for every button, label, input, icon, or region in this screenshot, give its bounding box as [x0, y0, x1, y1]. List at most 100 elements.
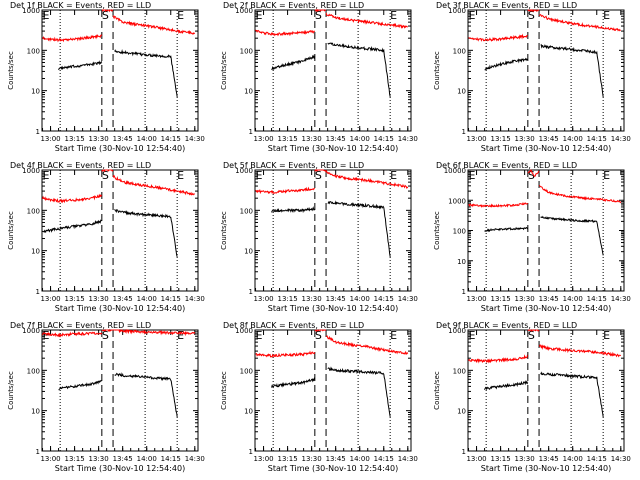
chart-title: Det 9f BLACK = Events, RED = LLD [436, 321, 577, 330]
event-marker-label: E [469, 329, 476, 342]
lld-series-line [255, 29, 316, 37]
x-tick-label: 13:15 [64, 135, 84, 143]
events-series-line [271, 54, 316, 71]
lld-series-line [468, 201, 529, 208]
x-tick-label: 14:15 [587, 135, 607, 143]
event-marker-label: E [177, 329, 184, 342]
x-tick-label: 13:00 [466, 455, 486, 463]
plot-frame [254, 169, 412, 292]
events-series-line [114, 49, 178, 97]
x-tick-label: 13:00 [40, 455, 60, 463]
chart-panel-4: Det 4f BLACK = Events, RED = LLD 1 10 100 10… [7, 161, 205, 313]
chart-title: Det 3f BLACK = Events, RED = LLD [436, 1, 577, 10]
y-tick-label: 100 [27, 47, 40, 55]
y-tick-label: 1000 [448, 7, 466, 15]
chart-title: Det 2f BLACK = Events, RED = LLD [223, 1, 364, 10]
y-tick-label: 1 [249, 448, 253, 456]
chart-title: Det 8f BLACK = Events, RED = LLD [223, 321, 364, 330]
y-tick-label: 1000 [235, 167, 253, 175]
x-tick-label: 14:00 [563, 135, 583, 143]
x-tick-label: 13:30 [515, 295, 535, 303]
y-tick-label: 10 [457, 408, 466, 416]
y-tick-label: 100 [27, 367, 40, 375]
event-marker-label: S [315, 329, 322, 342]
chart-panel-3: Det 3f BLACK = Events, RED = LLD 1 10 100 10… [433, 1, 631, 153]
events-series-line [540, 371, 604, 417]
y-tick-label: 1 [249, 288, 253, 296]
y-tick-label: 10 [457, 258, 466, 266]
y-tick-label: 100 [240, 47, 253, 55]
events-series-line [114, 209, 178, 258]
chart-title: Det 4f BLACK = Events, RED = LLD [10, 161, 151, 170]
x-tick-label: 13:45 [113, 135, 133, 143]
x-tick-label: 14:30 [611, 135, 631, 143]
x-tick-label: 14:15 [374, 295, 394, 303]
x-tick-label: 13:00 [466, 295, 486, 303]
event-marker-label: E [177, 169, 184, 182]
event-marker-label: E [603, 169, 610, 182]
y-tick-label: 1 [36, 448, 40, 456]
event-marker-label: E [390, 329, 397, 342]
chart-panel-6: Det 6f BLACK = Events, RED = LLD 1 10 100 10… [433, 161, 631, 313]
x-axis-label: Start Time (30-Nov-10 12:54:40) [268, 304, 398, 313]
x-axis-label: Start Time (30-Nov-10 12:54:40) [55, 304, 185, 313]
y-tick-label: 1 [249, 128, 253, 136]
x-tick-label: 14:00 [350, 455, 370, 463]
y-tick-label: 100 [453, 47, 466, 55]
lld-series-line [468, 33, 528, 42]
y-tick-label: 1 [462, 128, 466, 136]
y-tick-label: 10 [31, 408, 40, 416]
x-tick-label: 13:45 [326, 295, 346, 303]
x-tick-label: 13:30 [515, 455, 535, 463]
x-tick-label: 14:00 [350, 295, 370, 303]
lld-series-line [42, 331, 103, 338]
events-series-line [58, 380, 102, 391]
y-axis-label: Counts/sec [220, 211, 228, 250]
y-tick-label: 1000 [235, 7, 253, 15]
x-tick-label: 13:00 [253, 295, 273, 303]
lld-series-line [255, 186, 316, 195]
event-marker-label: E [256, 169, 263, 182]
x-tick-label: 13:30 [302, 135, 322, 143]
chart-panel-2: Det 2f BLACK = Events, RED = LLD 1 10 100 10… [220, 1, 418, 153]
y-axis-label: Counts/sec [7, 51, 15, 90]
y-tick-label: 1 [36, 128, 40, 136]
x-tick-label: 13:00 [253, 135, 273, 143]
x-tick-label: 14:30 [611, 455, 631, 463]
x-tick-label: 14:00 [350, 135, 370, 143]
x-tick-label: 13:45 [326, 135, 346, 143]
lld-series-line [538, 13, 621, 32]
x-tick-label: 13:30 [89, 295, 109, 303]
x-tick-label: 14:00 [563, 455, 583, 463]
x-tick-label: 14:30 [611, 295, 631, 303]
y-tick-label: 100 [453, 228, 466, 236]
chart-title: Det 1f BLACK = Events, RED = LLD [10, 1, 151, 10]
x-tick-label: 13:00 [40, 135, 60, 143]
x-tick-label: 13:45 [539, 135, 559, 143]
lld-series-line [527, 329, 540, 332]
plot-frame [41, 9, 199, 132]
y-axis-label: Counts/sec [433, 211, 441, 250]
y-tick-label: 10000 [444, 167, 466, 175]
x-tick-label: 13:00 [466, 135, 486, 143]
y-axis-label: Counts/sec [7, 371, 15, 410]
x-tick-label: 13:45 [326, 455, 346, 463]
chart-panel-9: Det 9f BLACK = Events, RED = LLD 1 10 100 10… [433, 321, 631, 473]
y-tick-label: 1000 [22, 7, 40, 15]
chart-panel-1: Det 1f BLACK = Events, RED = LLD 1 10 100 10… [7, 1, 205, 153]
x-axis-label: Start Time (30-Nov-10 12:54:40) [268, 144, 398, 153]
x-tick-label: 14:30 [398, 455, 418, 463]
x-axis-label: Start Time (30-Nov-10 12:54:40) [55, 144, 185, 153]
chart-panel-7: Det 7f BLACK = Events, RED = LLD 1 10 100 10… [7, 321, 205, 473]
plot-frame [254, 329, 412, 452]
y-tick-label: 100 [453, 367, 466, 375]
events-series-line [327, 42, 391, 98]
y-tick-label: 100 [240, 207, 253, 215]
chart-title: Det 5f BLACK = Events, RED = LLD [223, 161, 364, 170]
x-axis-label: Start Time (30-Nov-10 12:54:40) [481, 144, 611, 153]
y-tick-label: 1000 [22, 327, 40, 335]
x-axis-label: Start Time (30-Nov-10 12:54:40) [481, 464, 611, 473]
chart-title: Det 6f BLACK = Events, RED = LLD [436, 161, 577, 170]
lld-series-line [113, 329, 196, 337]
